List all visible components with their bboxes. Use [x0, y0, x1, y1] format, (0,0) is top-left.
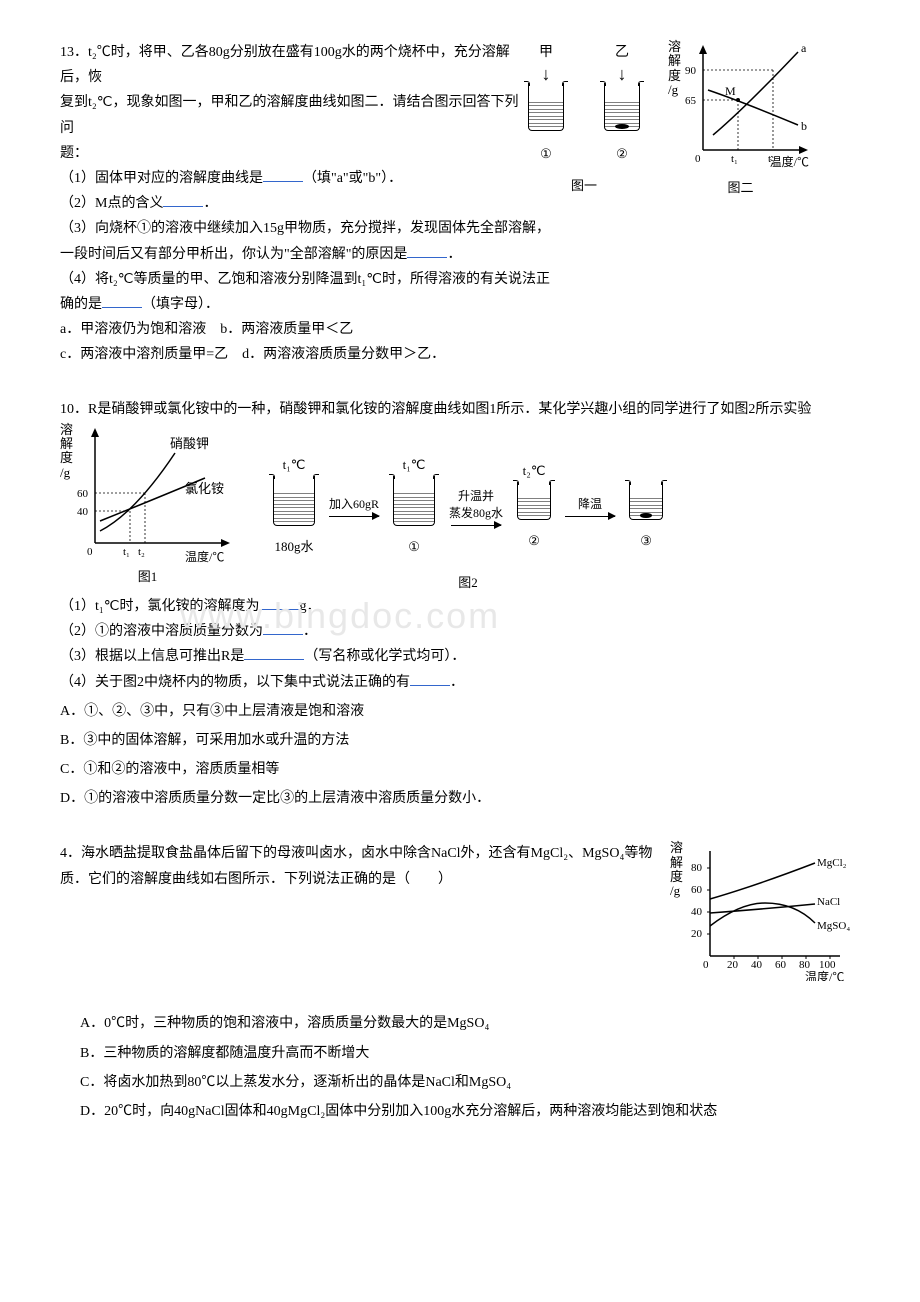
solubility-graph-1: a b M 90 65 0 t₁ t₂ — [683, 40, 813, 170]
svg-text:40: 40 — [77, 506, 89, 518]
figure-2: 溶 解 度 /g a — [668, 40, 813, 199]
blank-input[interactable] — [244, 644, 304, 660]
svg-text:40: 40 — [751, 959, 763, 971]
solubility-graph-2: 硝酸钾 氯化铵 60 40 0 t₁ t₂ 温度/℃ — [75, 423, 235, 563]
figure-1-caption: 图一 — [520, 174, 648, 197]
blank-input[interactable] — [263, 166, 303, 182]
svg-text:80: 80 — [691, 862, 703, 874]
blank-input[interactable] — [410, 670, 450, 686]
solubility-graph-3: 80 60 40 20 0 20 40 60 80 100 — [685, 841, 855, 981]
q10-part3: （3）根据以上信息可推出R是（写名称或化学式均可）． — [60, 644, 860, 669]
blank-input[interactable] — [260, 594, 300, 610]
y-axis-label: 溶 — [668, 39, 681, 54]
svg-text:温度/℃: 温度/℃ — [185, 549, 224, 563]
svg-text:0: 0 — [87, 546, 93, 558]
label-jia: 甲 — [520, 40, 572, 65]
svg-text:0: 0 — [703, 959, 709, 971]
q10-part4: （4）关于图2中烧杯内的物质，以下集中式说法正确的有． — [60, 670, 860, 695]
q10-part1: （1）t₁℃时，氯化铵的溶解度为g． — [60, 594, 860, 619]
svg-text:20: 20 — [691, 928, 703, 940]
beaker-2-label: ② — [596, 142, 648, 165]
arrow-right-icon: 加入60gR — [329, 494, 379, 517]
curve-b-label: b — [801, 119, 807, 133]
svg-text:MgSO₄: MgSO₄ — [817, 920, 850, 932]
beaker-start — [273, 476, 315, 526]
curve-a-label: a — [801, 41, 807, 55]
q10-part2: （2）①的溶液中溶质质量分数为． — [60, 619, 860, 644]
svg-text:65: 65 — [685, 95, 697, 107]
svg-text:氯化铵: 氯化铵 — [185, 481, 224, 496]
figure-1: 甲 ↓ ① 乙 ↓ ② 图一 — [520, 40, 648, 197]
blank-input[interactable] — [263, 619, 303, 635]
figure-graph1: 溶 解 度 /g 硝酸钾 氯化铵 — [60, 423, 235, 588]
arrow-right-icon: 降温 — [565, 494, 615, 517]
beaker-step2 — [517, 482, 551, 520]
flow-caption: 图2 — [265, 571, 671, 594]
blank-input[interactable] — [102, 292, 142, 308]
point-m-label: M — [725, 84, 736, 98]
beaker-2 — [604, 83, 640, 131]
beaker-1-label: ① — [520, 142, 572, 165]
blank-input[interactable] — [163, 191, 203, 207]
arrow-right-icon: 升温并 蒸发80g水 — [449, 486, 503, 526]
svg-text:t₁: t₁ — [731, 153, 738, 165]
svg-text:t₂: t₂ — [138, 546, 145, 558]
q4-options: A．0℃时，三种物质的饱和溶液中，溶质质量分数最大的是MgSO₄ B．三种物质的… — [80, 1011, 860, 1124]
question-10: 10．R是硝酸钾或氯化铵中的一种，硝酸钾和氯化铵的溶解度曲线如图1所示．某化学兴… — [60, 397, 860, 811]
svg-text:40: 40 — [691, 906, 703, 918]
svg-text:MgCl₂: MgCl₂ — [817, 857, 847, 869]
svg-text:60: 60 — [775, 959, 787, 971]
figure-flow: t₁℃ 180g水 加入60gR t₁℃ ① 升温并 蒸发80g水 — [265, 443, 671, 594]
svg-text:60: 60 — [77, 488, 89, 500]
q13-part3: （3）向烧杯①的溶液中继续加入15g甲物质，充分搅拌，发现固体先全部溶解， — [60, 216, 860, 241]
svg-text:温度/℃: 温度/℃ — [805, 969, 844, 981]
question-4: 溶 解 度 /g 80 60 40 20 0 20 40 60 80 — [60, 841, 860, 1124]
svg-text:硝酸钾: 硝酸钾 — [170, 436, 209, 451]
svg-text:20: 20 — [727, 959, 739, 971]
q10-intro: 10．R是硝酸钾或氯化铵中的一种，硝酸钾和氯化铵的溶解度曲线如图1所示．某化学兴… — [60, 397, 860, 422]
beaker-step1 — [393, 476, 435, 526]
blank-input[interactable] — [407, 242, 447, 258]
svg-text:90: 90 — [685, 65, 697, 77]
q13-options: a．甲溶液仍为饱和溶液 b．两溶液质量甲＜乙 — [60, 317, 860, 342]
question-13: 甲 ↓ ① 乙 ↓ ② 图一 溶 解 度 — [60, 40, 860, 367]
svg-text:t₁: t₁ — [123, 546, 130, 558]
beaker-1 — [528, 83, 564, 131]
label-yi: 乙 — [596, 40, 648, 65]
graph1-caption: 图1 — [60, 565, 235, 588]
figure-2-caption: 图二 — [668, 176, 813, 199]
beaker-step3 — [629, 482, 663, 520]
figure-q4-graph: 溶 解 度 /g 80 60 40 20 0 20 40 60 80 — [670, 841, 860, 981]
q10-options: A．①、②、③中，只有③中上层清液是饱和溶液 B．③中的固体溶解，可采用加水或升… — [60, 699, 860, 812]
svg-text:NaCl: NaCl — [817, 896, 840, 908]
q13-part4: （4）将t₂℃等质量的甲、乙饱和溶液分别降温到t₁℃时，所得溶液的有关说法正 — [60, 267, 860, 292]
svg-text:0: 0 — [695, 153, 701, 165]
svg-text:60: 60 — [691, 884, 703, 896]
